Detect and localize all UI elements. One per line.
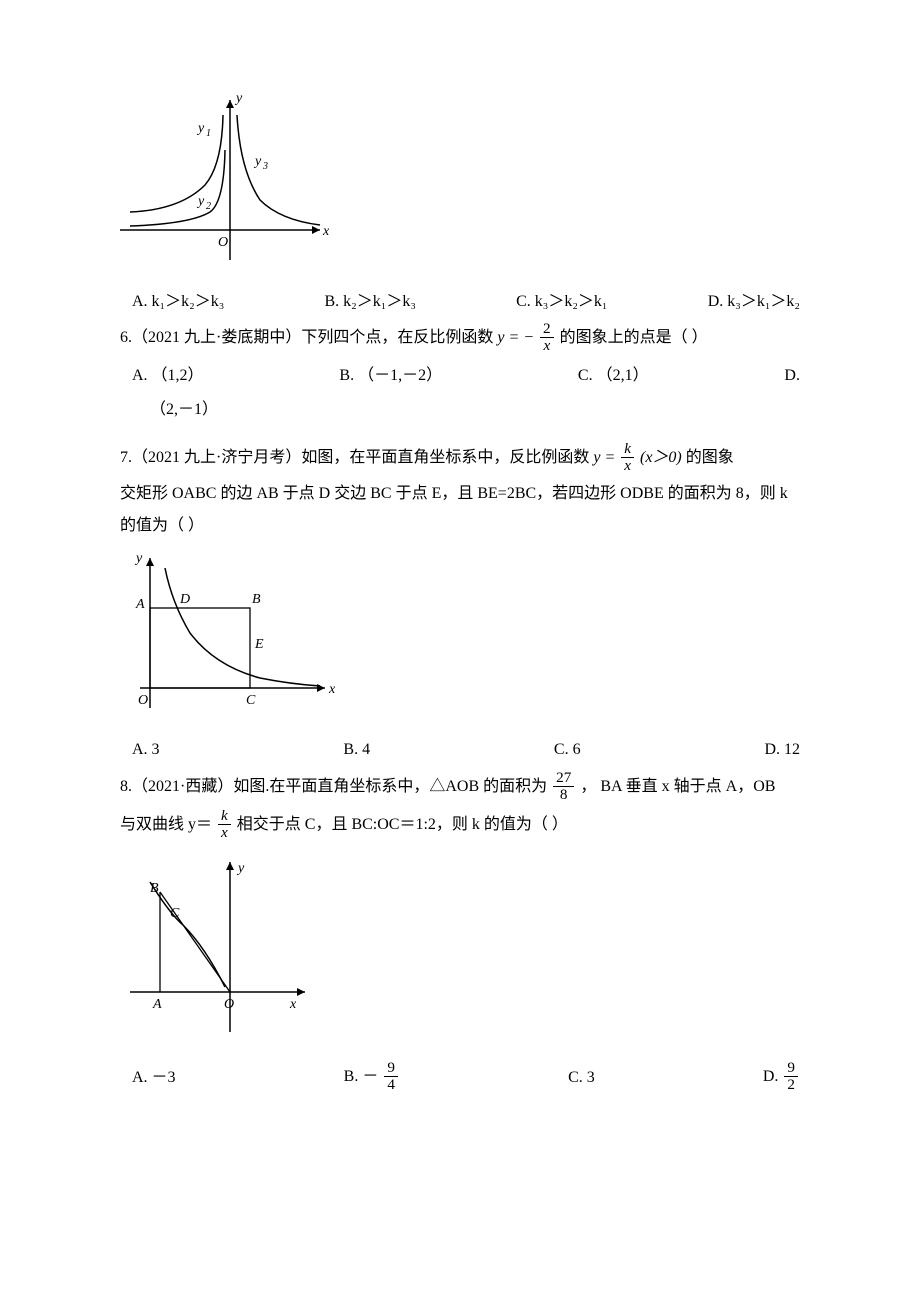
svg-text:y: y xyxy=(196,194,205,209)
svg-text:y: y xyxy=(236,861,245,876)
svg-text:A: A xyxy=(152,997,162,1012)
q8-optD-num: 9 xyxy=(784,1060,798,1077)
q8-optC: C. 3 xyxy=(568,1065,595,1091)
q7-stem3: 的值为（ ） xyxy=(120,513,800,539)
q7-options: A. 3 B. 4 C. 6 D. 12 xyxy=(132,737,800,763)
q6-stem-mid: 的图象上的点是（ ） xyxy=(560,329,708,346)
q8-optD-label: D. xyxy=(763,1068,783,1085)
q7-frac: k x xyxy=(621,441,634,474)
q8-frac2: k x xyxy=(218,808,231,841)
svg-text:y: y xyxy=(134,551,143,566)
q8-optB-label: B. － xyxy=(344,1068,379,1085)
svg-text:y: y xyxy=(196,121,205,136)
q7-s1-cond: (x＞0) xyxy=(640,449,682,466)
svg-text:x: x xyxy=(322,224,330,239)
svg-text:3: 3 xyxy=(262,161,268,172)
svg-text:C: C xyxy=(170,906,180,921)
q8-optB: B. － 9 4 xyxy=(344,1061,400,1094)
q8-s2-post: 相交于点 C，且 BC:OC＝1:2，则 k 的值为（ ） xyxy=(237,817,568,834)
q8-f1-num: 27 xyxy=(553,770,574,787)
q8-s2-pre: 与双曲线 y＝ xyxy=(120,817,216,834)
svg-text:O: O xyxy=(224,997,234,1012)
q5-optA: A. k₁＞k₂＞k₃ xyxy=(132,289,224,315)
q5-optD: D. k₃＞k₁＞k₂ xyxy=(708,289,800,315)
q7-stem2: 交矩形 OABC 的边 AB 于点 D 交边 BC 于点 E，且 BE=2BC，… xyxy=(120,481,800,507)
q8-optB-frac: 9 4 xyxy=(384,1060,398,1093)
q8-f1-den: 8 xyxy=(553,787,574,803)
q6-func-y: y = − xyxy=(497,329,534,346)
svg-text:D: D xyxy=(179,592,190,607)
svg-text:E: E xyxy=(254,637,264,652)
q7-s1-post: 的图象 xyxy=(686,449,734,466)
q7-figure: A D B E C O x y xyxy=(120,548,800,727)
svg-text:C: C xyxy=(246,693,256,708)
q8-f2-den: x xyxy=(218,825,231,841)
q6-frac: 2 x xyxy=(540,321,554,354)
q7-s1-pre: 7.（2021 九上·济宁月考）如图，在平面直角坐标系中，反比例函数 xyxy=(120,449,593,466)
q7-svg: A D B E C O x y xyxy=(120,548,340,718)
q7-frac-num: k xyxy=(621,441,634,458)
q8-f2-num: k xyxy=(218,808,231,825)
q5-svg: y 1 y 2 y 3 y x O xyxy=(120,90,330,270)
q6-frac-num: 2 xyxy=(540,321,554,338)
q7-optC: C. 6 xyxy=(554,737,581,763)
q5-figure: y 1 y 2 y 3 y x O xyxy=(120,90,800,279)
svg-text:O: O xyxy=(218,235,228,250)
q6-options-row1: A. （1,2） B. （－1,－2） C. （2,1） D. xyxy=(132,363,800,389)
q6-frac-den: x xyxy=(540,338,554,354)
q8-optD-frac: 9 2 xyxy=(784,1060,798,1093)
q7-optD: D. 12 xyxy=(764,737,800,763)
q8-stem1: 8.（2021·西藏）如图.在平面直角坐标系中，△AOB 的面积为 27 8 ，… xyxy=(120,771,800,804)
q8-optD: D. 9 2 xyxy=(763,1061,800,1094)
q6-optD-label: D. xyxy=(784,363,800,389)
exam-page: y 1 y 2 y 3 y x O A. k₁＞k₂＞k₃ B. k₂＞k₁＞k… xyxy=(0,0,920,1174)
q8-optA: A. －3 xyxy=(132,1065,176,1091)
q5-options: A. k₁＞k₂＞k₃ B. k₂＞k₁＞k₃ C. k₃＞k₂＞k₁ D. k… xyxy=(132,289,800,315)
q6-optD-val: （2,－1） xyxy=(150,397,800,423)
q8-options: A. －3 B. － 9 4 C. 3 D. 9 2 xyxy=(132,1061,800,1094)
q8-svg: A B C O x y xyxy=(120,852,320,1042)
q7-optA: A. 3 xyxy=(132,737,160,763)
q8-stem2: 与双曲线 y＝ k x 相交于点 C，且 BC:OC＝1:2，则 k 的值为（ … xyxy=(120,809,800,842)
q6-optA: A. （1,2） xyxy=(132,363,204,389)
q8-figure: A B C O x y xyxy=(120,852,800,1051)
q8-optD-den: 2 xyxy=(784,1077,798,1093)
svg-text:O: O xyxy=(138,693,148,708)
q8-optB-den: 4 xyxy=(384,1077,398,1093)
q6-optB: B. （－1,－2） xyxy=(339,363,442,389)
svg-text:2: 2 xyxy=(206,201,211,212)
q7-optB: B. 4 xyxy=(343,737,370,763)
svg-text:x: x xyxy=(328,682,336,697)
q8-s1-pre: 8.（2021·西藏）如图.在平面直角坐标系中，△AOB 的面积为 xyxy=(120,778,551,795)
q6-stem-pre: 6.（2021 九上·娄底期中）下列四个点，在反比例函数 xyxy=(120,329,497,346)
svg-text:x: x xyxy=(289,997,297,1012)
q8-frac1: 27 8 xyxy=(553,770,574,803)
q7-frac-den: x xyxy=(621,458,634,474)
q7-stem1: 7.（2021 九上·济宁月考）如图，在平面直角坐标系中，反比例函数 y = k… xyxy=(120,442,800,475)
svg-text:y: y xyxy=(253,154,262,169)
q6-optC: C. （2,1） xyxy=(578,363,649,389)
q8-s1-post: ， BA 垂直 x 轴于点 A，OB xyxy=(580,778,775,795)
q6-stem: 6.（2021 九上·娄底期中）下列四个点，在反比例函数 y = − 2 x 的… xyxy=(120,322,800,355)
q8-optB-num: 9 xyxy=(384,1060,398,1077)
q5-optC: C. k₃＞k₂＞k₁ xyxy=(516,289,607,315)
svg-text:1: 1 xyxy=(206,128,211,139)
svg-text:B: B xyxy=(252,592,261,607)
q7-s1-y: y = xyxy=(593,449,615,466)
svg-text:A: A xyxy=(135,597,145,612)
q5-optB: B. k₂＞k₁＞k₃ xyxy=(324,289,415,315)
svg-text:y: y xyxy=(234,91,243,106)
svg-text:B: B xyxy=(150,881,159,896)
